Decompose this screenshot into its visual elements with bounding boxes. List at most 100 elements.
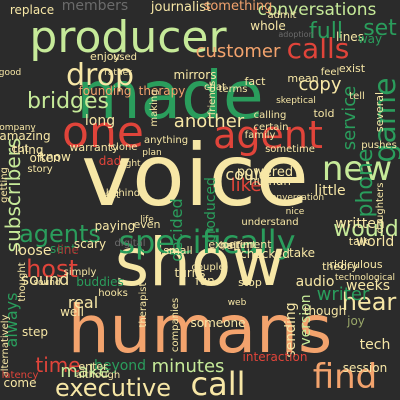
- word-real: real: [68, 293, 98, 312]
- word-specifically: specifically: [118, 223, 295, 261]
- word-hear: hear: [342, 288, 397, 316]
- word-simply: simply: [64, 267, 97, 278]
- word-thought: thought: [17, 262, 28, 301]
- word-game: game: [368, 77, 400, 162]
- word-another: another: [174, 111, 245, 132]
- word-several: several: [373, 92, 386, 132]
- word-writer: writer: [317, 284, 370, 305]
- word-understand: understand: [241, 217, 298, 228]
- word-small: small: [163, 244, 192, 257]
- word-fact: fact: [245, 75, 267, 88]
- word-sending: sending: [283, 302, 299, 357]
- word-half: half: [220, 239, 242, 252]
- word-fun: fun: [195, 274, 214, 288]
- word-come: come: [3, 376, 36, 390]
- word-mirrors: mirrors: [174, 68, 217, 82]
- word-good: good: [0, 68, 21, 78]
- word-copy: copy: [299, 74, 342, 95]
- word-life: life: [140, 215, 154, 225]
- word-cut: cut: [11, 142, 29, 155]
- word-digital: digital: [114, 238, 145, 249]
- word-lines: lines: [336, 30, 364, 44]
- word-couple: couple: [191, 262, 224, 273]
- word-ridiculous: ridiculous: [329, 258, 382, 271]
- word-produced: produced: [203, 177, 219, 243]
- word-friends: friends: [207, 81, 218, 115]
- word-used: used: [113, 52, 137, 63]
- word-make: make: [60, 361, 109, 382]
- word-founding: founding: [79, 84, 132, 98]
- word-certain: certain: [254, 122, 289, 133]
- word-sound: sound: [21, 270, 70, 289]
- word-told: told: [313, 107, 334, 120]
- word-agents: agents: [19, 220, 101, 248]
- word-take: take: [289, 246, 315, 260]
- word-web: web: [228, 298, 247, 308]
- word-phone: phone: [353, 149, 378, 218]
- word-human: human: [249, 174, 291, 188]
- word-bridges: bridges: [27, 89, 109, 114]
- word-tech: tech: [360, 337, 391, 353]
- word-content: content: [218, 240, 256, 251]
- word-journalist: journalist: [150, 0, 211, 15]
- word-talk: talk: [349, 235, 370, 248]
- word-pushes: pushes: [361, 140, 397, 151]
- word-mean: mean: [287, 72, 318, 85]
- word-show: show: [115, 224, 286, 301]
- word-step: step: [22, 325, 48, 339]
- word-joy: joy: [346, 314, 365, 328]
- word-terms: terms: [219, 84, 248, 95]
- word-call: call: [191, 365, 246, 400]
- word-behind: behind: [106, 188, 140, 199]
- word-stop: stop: [238, 276, 262, 289]
- word-buddies: buddies: [76, 275, 123, 289]
- word-companies: companies: [170, 298, 181, 352]
- word-audio: audio: [296, 274, 335, 290]
- word-exist: exist: [339, 62, 366, 75]
- word-dad: dad: [99, 154, 122, 168]
- word-anything: anything: [144, 135, 188, 146]
- word-therapy: therapy: [139, 84, 186, 98]
- word-conversations: conversations: [258, 0, 377, 20]
- word-company: company: [0, 123, 36, 133]
- word-nice: nice: [286, 207, 305, 217]
- word-hooks: hooks: [98, 288, 128, 299]
- word-sound: sound: [33, 278, 60, 288]
- word-rather: rather: [104, 68, 132, 78]
- word-getting: getting: [0, 167, 10, 203]
- word-theory: theory: [322, 260, 358, 273]
- word-paying: paying: [95, 219, 136, 233]
- word-written: written: [335, 216, 385, 232]
- word-customer: customer: [196, 41, 281, 62]
- word-one: one: [62, 107, 144, 158]
- word-tell: tell: [349, 91, 365, 102]
- word-sometime: sometime: [265, 144, 315, 155]
- word-thing: thing: [13, 143, 44, 157]
- word-experiment: experiment: [208, 238, 272, 251]
- word-last: last: [102, 190, 120, 201]
- word-world: world: [356, 234, 395, 250]
- word-often: often: [29, 151, 60, 165]
- word-replace: replace: [10, 3, 54, 17]
- word-long: long: [85, 113, 115, 129]
- word-new: new: [322, 149, 392, 189]
- word-full: full: [309, 19, 343, 44]
- word-calling: calling: [254, 110, 287, 121]
- word-right: right: [119, 159, 141, 169]
- word-alternatively: alternatively: [0, 315, 11, 378]
- word-set: set: [363, 16, 397, 41]
- word-find: find: [313, 357, 378, 397]
- word-would: would: [333, 217, 398, 242]
- word-turns: turns: [175, 266, 206, 280]
- word-like: like: [231, 175, 262, 196]
- word-daughters: daughters: [375, 183, 386, 234]
- word-beyond: beyond: [94, 358, 146, 374]
- word-technological: technological: [335, 273, 395, 283]
- word-subscribers: subscribers: [1, 138, 25, 253]
- word-even: even: [133, 218, 160, 231]
- word-admit: admit: [268, 10, 297, 21]
- word-host: host: [26, 255, 78, 283]
